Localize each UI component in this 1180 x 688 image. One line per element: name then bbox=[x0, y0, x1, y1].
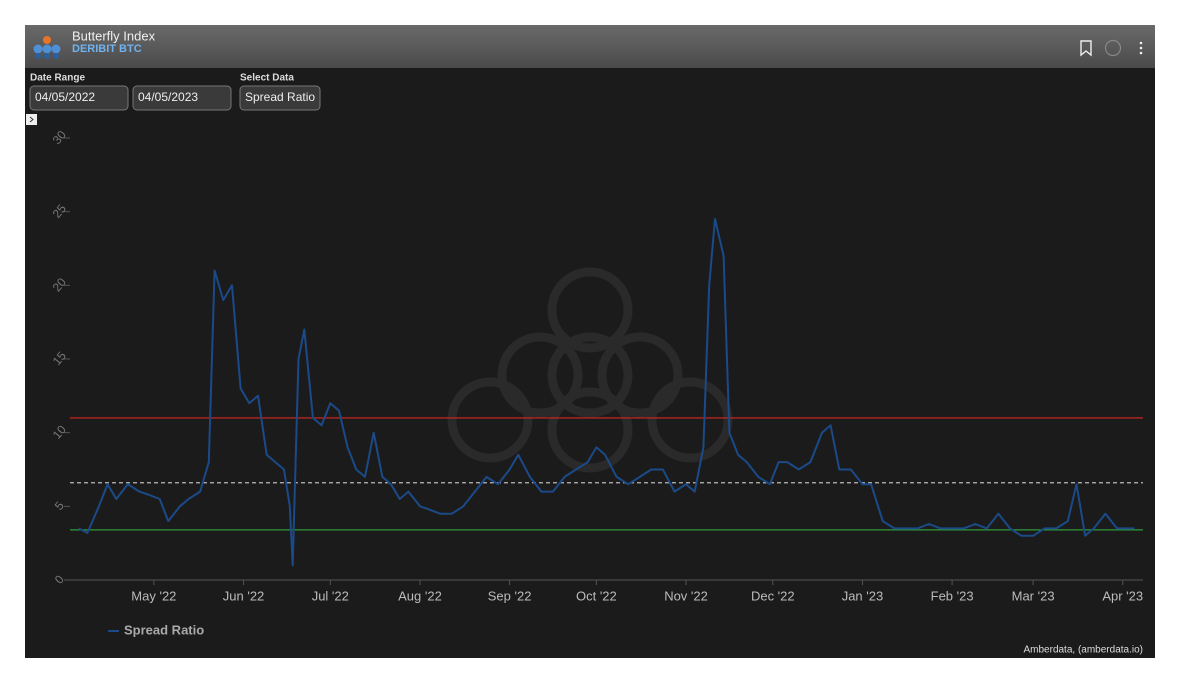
x-tick-label: Aug '22 bbox=[398, 588, 442, 603]
x-tick-label: Sep '22 bbox=[488, 588, 532, 603]
control-label: Select Data bbox=[240, 73, 294, 84]
x-tick-label: Mar '23 bbox=[1012, 588, 1055, 603]
header-bar bbox=[25, 25, 1155, 68]
x-tick-label: Feb '23 bbox=[931, 588, 974, 603]
subtitle: DERIBIT BTC bbox=[72, 43, 142, 55]
data-line bbox=[78, 218, 1135, 567]
x-tick-label: May '22 bbox=[131, 588, 176, 603]
watermark bbox=[447, 267, 733, 473]
bookmark-icon[interactable] bbox=[1080, 40, 1092, 57]
select-input[interactable] bbox=[239, 85, 321, 111]
expand-button[interactable] bbox=[26, 114, 37, 125]
x-tick-label: Jan '23 bbox=[842, 588, 884, 603]
title: Butterfly Index bbox=[72, 28, 156, 43]
credit: Amberdata, (amberdata.io) bbox=[1023, 645, 1143, 656]
info-icon[interactable] bbox=[1104, 39, 1122, 57]
x-tick-label: Nov '22 bbox=[664, 588, 708, 603]
expand-arrow bbox=[29, 116, 34, 123]
logo bbox=[33, 36, 61, 59]
date-end[interactable]: 04/05/2023 bbox=[138, 90, 198, 104]
date-input[interactable] bbox=[29, 85, 129, 111]
menu-icon[interactable] bbox=[1139, 41, 1143, 55]
control-label: Date Range bbox=[30, 73, 85, 84]
x-tick-label: Oct '22 bbox=[576, 588, 617, 603]
date-input[interactable] bbox=[132, 85, 232, 111]
select-value[interactable]: Spread Ratio bbox=[245, 90, 315, 104]
x-tick-label: Apr '23 bbox=[1102, 588, 1143, 603]
x-tick-label: Jul '22 bbox=[312, 588, 349, 603]
x-tick-label: Dec '22 bbox=[751, 588, 795, 603]
x-tick-label: Jun '22 bbox=[223, 588, 265, 603]
date-start[interactable]: 04/05/2022 bbox=[35, 90, 95, 104]
legend-label: Spread Ratio bbox=[124, 622, 204, 637]
